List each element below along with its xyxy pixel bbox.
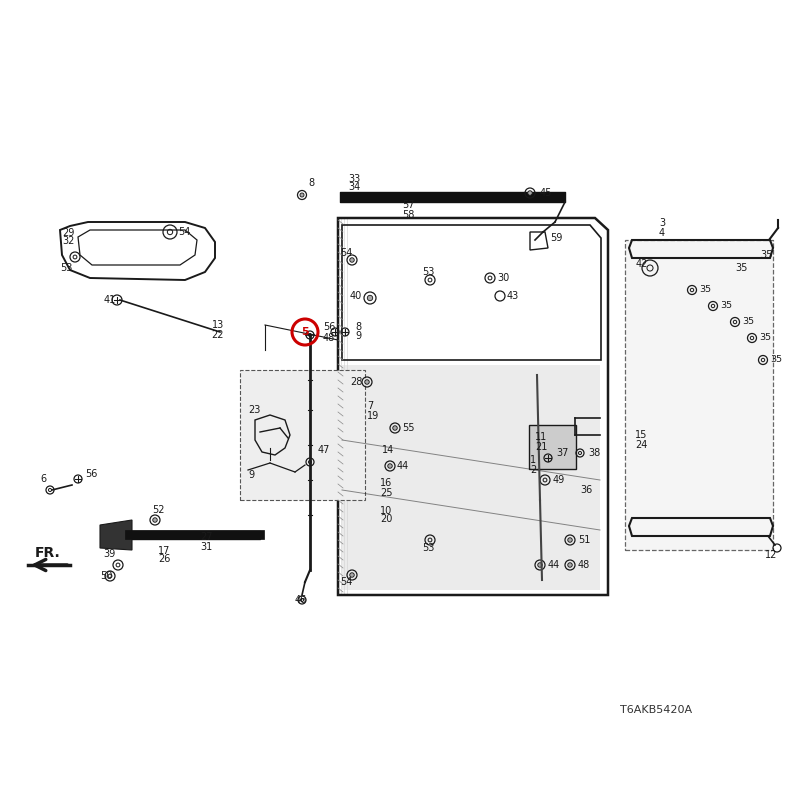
Text: 9: 9 [248,470,254,480]
Text: 56: 56 [85,469,98,479]
Text: 5: 5 [301,327,309,337]
Circle shape [153,518,158,522]
Text: 21: 21 [535,442,547,451]
Text: 35: 35 [720,302,732,310]
Text: 46: 46 [295,595,307,605]
Text: 16: 16 [380,478,392,489]
Text: 35: 35 [759,334,771,342]
Text: 31: 31 [200,542,212,551]
Text: 7: 7 [367,401,374,411]
Text: 44: 44 [548,560,560,570]
Circle shape [367,295,373,301]
Text: 8: 8 [355,322,361,332]
Text: 49: 49 [553,475,566,485]
Text: 11: 11 [535,433,547,442]
Text: 35: 35 [770,355,782,365]
Text: 50: 50 [100,571,112,581]
Text: 25: 25 [380,487,393,498]
Text: 41: 41 [104,295,116,305]
Text: 43: 43 [507,291,519,301]
Text: 26: 26 [158,554,170,565]
Text: 53: 53 [422,543,434,553]
Text: 20: 20 [380,514,392,525]
Text: FR.: FR. [35,546,61,560]
Text: 27: 27 [200,533,213,542]
Text: 55: 55 [402,423,414,433]
Text: 54: 54 [340,577,352,587]
Text: 38: 38 [588,448,600,458]
Text: 29: 29 [62,227,74,238]
Text: 32: 32 [62,237,74,246]
Text: 37: 37 [556,448,568,458]
Text: 51: 51 [578,535,590,545]
Text: 33: 33 [348,174,360,183]
Text: 53: 53 [422,267,434,277]
Text: 35: 35 [699,286,711,294]
Text: 4: 4 [659,227,665,238]
Text: 13: 13 [212,321,224,330]
Text: 8: 8 [308,178,314,188]
Text: 53: 53 [60,263,72,273]
Text: 12: 12 [765,550,778,560]
Circle shape [538,562,542,567]
Text: 24: 24 [635,439,647,450]
Circle shape [528,190,532,195]
Text: 44: 44 [397,461,410,471]
Polygon shape [100,520,132,550]
Text: 56: 56 [323,322,335,332]
Text: 14: 14 [382,445,394,455]
Circle shape [350,573,354,578]
Text: 3: 3 [659,218,665,229]
Text: 17: 17 [158,546,170,555]
Text: 54: 54 [178,227,190,237]
Text: 23: 23 [248,405,260,415]
Text: 48: 48 [323,333,335,343]
Circle shape [350,258,354,262]
Circle shape [388,464,392,468]
Circle shape [393,426,398,430]
Circle shape [365,380,370,384]
Circle shape [300,193,304,197]
Text: 19: 19 [367,411,379,421]
Text: 30: 30 [497,273,510,283]
Text: 54: 54 [340,248,352,258]
Text: 10: 10 [380,506,392,515]
Text: 42: 42 [636,259,648,269]
Text: 57: 57 [402,201,414,210]
Text: 47: 47 [318,445,330,455]
Circle shape [568,538,572,542]
Text: 52: 52 [152,505,165,515]
Text: 45: 45 [540,188,552,198]
Text: 36: 36 [580,485,592,495]
Text: 35: 35 [735,263,747,273]
Text: 35: 35 [760,250,772,260]
Text: 28: 28 [350,377,362,387]
Polygon shape [342,365,600,590]
Text: 35: 35 [742,318,754,326]
Text: 34: 34 [348,182,360,193]
Text: 39: 39 [103,549,115,559]
FancyBboxPatch shape [529,425,576,469]
Text: 2: 2 [530,465,536,475]
Text: 1: 1 [530,455,536,465]
Text: 40: 40 [350,291,362,301]
FancyBboxPatch shape [625,240,773,550]
Text: 22: 22 [212,330,224,339]
Text: 58: 58 [402,210,414,219]
Circle shape [568,562,572,567]
Text: 15: 15 [635,430,647,441]
FancyBboxPatch shape [240,370,365,500]
Text: T6AKB5420A: T6AKB5420A [620,705,692,715]
Text: 48: 48 [578,560,590,570]
Text: 6: 6 [40,474,46,484]
Text: 9: 9 [355,331,361,341]
Text: 59: 59 [550,233,562,243]
